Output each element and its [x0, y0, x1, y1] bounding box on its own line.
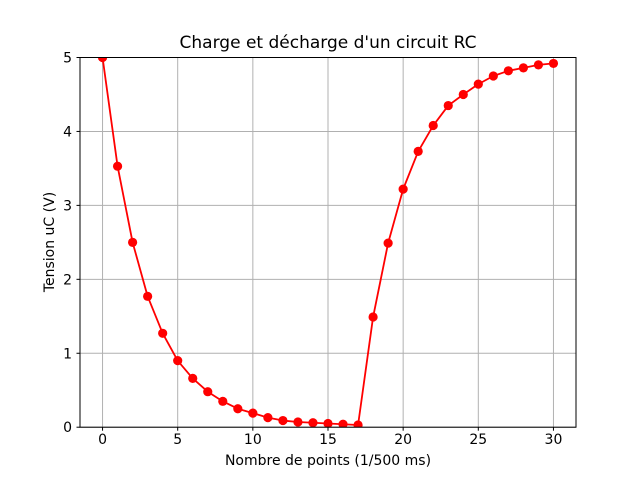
data-point	[308, 418, 318, 428]
data-point	[533, 60, 544, 70]
y-tick-label: 2	[63, 272, 72, 288]
y-tick-label: 1	[63, 346, 72, 362]
grid-lines	[80, 57, 576, 428]
data-point	[248, 408, 258, 418]
y-tick-label: 4	[63, 124, 72, 140]
data-point	[398, 184, 408, 194]
data-point	[443, 100, 453, 111]
data-point	[97, 57, 108, 63]
data-point	[143, 291, 153, 301]
data-point	[473, 79, 483, 89]
data-point	[383, 238, 393, 248]
data-point	[188, 373, 198, 383]
data-point	[353, 420, 363, 428]
tick-labels: 0 5 10 15 20 25 30 0 1 2 3 4 5	[63, 51, 562, 449]
y-tick-label: 0	[63, 420, 72, 436]
x-tick-label: 5	[173, 432, 182, 448]
data-point	[293, 417, 303, 427]
x-tick-label: 10	[244, 432, 262, 448]
data-point	[158, 328, 168, 338]
data-point	[503, 66, 513, 76]
x-tick-label: 20	[394, 432, 412, 448]
x-tick-label: 15	[319, 432, 337, 448]
x-axis-label: Nombre de points (1/500 ms)	[225, 453, 431, 469]
data-point	[368, 312, 378, 322]
data-point	[428, 120, 438, 131]
data-point	[203, 387, 213, 397]
y-tick-label: 3	[63, 198, 72, 214]
x-tick-label: 25	[469, 432, 487, 448]
data-point	[458, 89, 468, 100]
data-point	[233, 404, 243, 414]
y-axis-label: Tension uC (V)	[42, 192, 58, 293]
data-point	[278, 415, 288, 426]
data-point	[173, 356, 183, 366]
axis-ticks	[76, 57, 554, 431]
x-tick-label: 30	[545, 432, 563, 448]
y-tick-label: 5	[63, 51, 72, 67]
data-point	[413, 146, 423, 157]
data-point	[263, 412, 273, 423]
chart-title: Charge et décharge d'un circuit RC	[180, 33, 477, 53]
data-point	[488, 71, 498, 81]
data-point	[518, 63, 528, 73]
data-point	[548, 58, 559, 69]
data-point	[128, 237, 138, 247]
data-series	[97, 57, 559, 428]
x-tick-label: 0	[98, 432, 107, 448]
data-point	[218, 396, 228, 406]
data-point	[112, 161, 123, 171]
data-point	[338, 419, 348, 428]
data-point	[323, 418, 333, 428]
